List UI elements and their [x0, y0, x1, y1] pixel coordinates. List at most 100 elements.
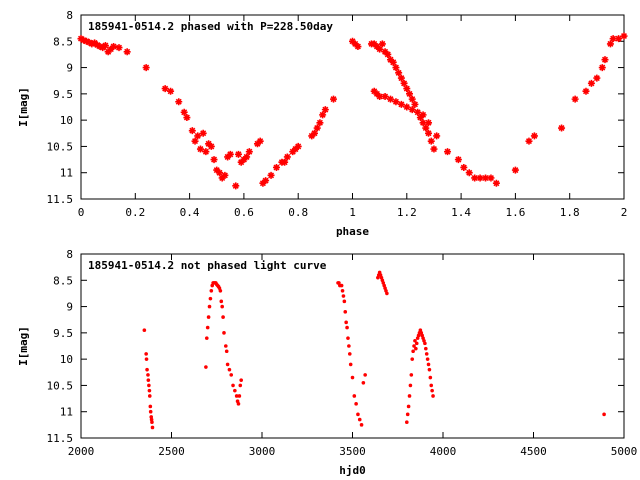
data-point — [433, 132, 441, 140]
data-point — [357, 417, 362, 422]
data-point — [93, 41, 101, 49]
data-point — [224, 153, 232, 161]
data-point — [222, 331, 226, 335]
data-point — [389, 58, 397, 66]
y-tick-label: 11 — [60, 167, 73, 180]
data-point — [430, 145, 438, 153]
data-point — [444, 148, 452, 156]
data-point — [225, 362, 230, 367]
x-tick-label: 0.2 — [125, 206, 145, 219]
y-axis-label: I[mag] — [17, 326, 30, 366]
data-point — [232, 182, 240, 190]
data-point — [423, 341, 427, 346]
y-tick-label: 11.5 — [47, 432, 74, 445]
data-point — [147, 394, 152, 398]
data-point — [409, 373, 414, 377]
data-point — [313, 124, 321, 132]
data-point — [227, 367, 232, 372]
data-point — [347, 352, 352, 356]
data-points — [77, 32, 628, 190]
data-point — [419, 119, 427, 127]
data-points — [142, 270, 606, 430]
x-tick-label: 2000 — [68, 445, 95, 458]
data-point — [294, 142, 302, 150]
data-point — [213, 166, 221, 174]
data-point — [226, 150, 234, 158]
data-point — [419, 111, 427, 119]
data-point — [204, 336, 209, 340]
data-point — [205, 325, 210, 330]
data-point — [245, 148, 253, 156]
data-point — [205, 140, 213, 148]
data-point — [283, 153, 291, 161]
data-point — [149, 415, 154, 419]
data-point — [407, 394, 412, 398]
data-point — [196, 145, 204, 153]
data-point — [238, 383, 243, 388]
data-point — [350, 375, 355, 380]
data-point — [329, 95, 337, 103]
data-point — [410, 357, 415, 361]
data-point — [180, 108, 188, 116]
data-point — [289, 148, 297, 156]
data-point — [343, 310, 348, 314]
data-point — [487, 174, 495, 182]
y-tick-label: 8 — [66, 9, 73, 22]
data-point — [142, 64, 150, 72]
y-tick-label: 9 — [66, 301, 73, 314]
data-point — [233, 388, 237, 393]
data-point — [199, 129, 207, 137]
data-point — [340, 289, 345, 293]
data-point — [460, 163, 468, 171]
data-point — [101, 41, 109, 49]
x-tick-label: 4000 — [430, 445, 457, 458]
x-tick-label: 0.6 — [234, 206, 254, 219]
data-point — [144, 357, 149, 361]
data-point — [150, 425, 155, 430]
data-point — [148, 404, 153, 409]
data-point — [356, 412, 360, 417]
data-point — [422, 124, 430, 132]
data-point — [582, 87, 590, 95]
data-point — [412, 344, 416, 348]
data-point — [204, 365, 208, 369]
data-point — [237, 158, 245, 166]
data-point — [354, 43, 362, 51]
data-point — [115, 44, 123, 52]
data-point — [373, 90, 381, 98]
data-point — [221, 315, 225, 319]
x-tick-label: 3500 — [339, 445, 366, 458]
data-point — [405, 412, 410, 417]
data-point — [381, 92, 389, 100]
data-point — [414, 108, 422, 116]
data-point — [511, 166, 519, 174]
data-point — [234, 150, 242, 158]
data-point — [281, 158, 289, 166]
y-tick-label: 11.5 — [47, 193, 74, 206]
data-point — [471, 174, 479, 182]
data-point — [167, 87, 175, 95]
data-point — [150, 420, 154, 425]
y-tick-label: 8.5 — [53, 274, 73, 287]
data-point — [426, 362, 431, 367]
data-point — [347, 344, 351, 348]
data-point — [321, 106, 329, 114]
data-point — [339, 283, 344, 288]
data-point — [349, 37, 356, 45]
data-point — [387, 56, 395, 64]
data-point — [376, 92, 384, 100]
data-point — [384, 50, 392, 58]
data-point — [123, 48, 131, 56]
data-point — [147, 383, 151, 388]
data-point — [175, 98, 183, 106]
data-point — [395, 69, 403, 77]
x-tick-label: 2500 — [158, 445, 185, 458]
y-tick-label: 11 — [60, 406, 73, 419]
data-point — [243, 153, 251, 161]
data-point — [220, 304, 224, 309]
data-point — [425, 119, 433, 127]
data-point — [210, 156, 218, 164]
data-point — [425, 129, 433, 137]
data-point — [392, 98, 400, 106]
